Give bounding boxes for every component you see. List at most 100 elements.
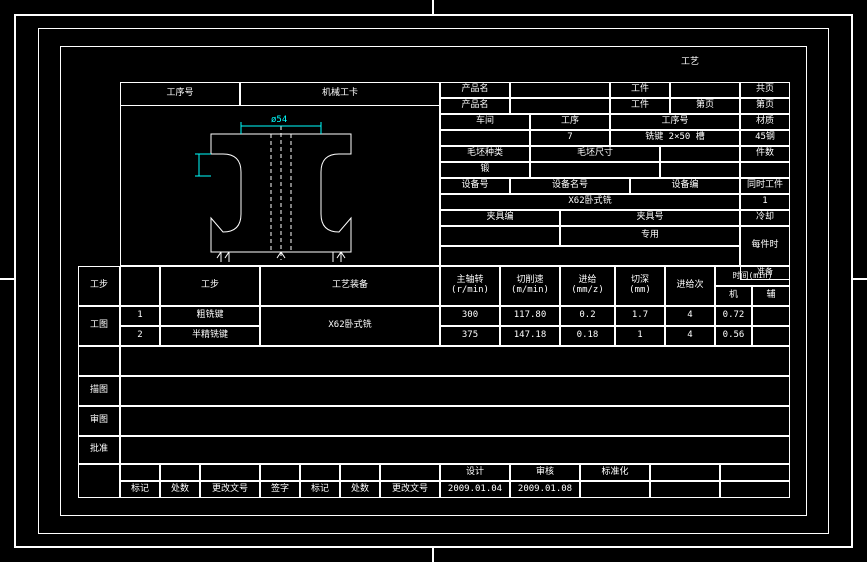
ir10c3: 专用 [560, 226, 740, 246]
mh-c4: 主轴转 (r/min) [440, 266, 500, 306]
r2-v3: 0.18 [560, 326, 615, 346]
header-text: 工艺 [630, 56, 750, 70]
ir5c5: 件数 [740, 146, 790, 162]
tick-bottom [432, 548, 434, 562]
b-date5 [720, 481, 790, 498]
r-blank1b [120, 346, 790, 376]
mh-c5: 切削速 (m/min) [500, 266, 560, 306]
r2-step: 半精铣键 [160, 326, 260, 346]
ir3c5: 材质 [740, 114, 790, 130]
ir3c4: 工序号 [610, 114, 740, 130]
r-blank4 [120, 436, 790, 464]
b-h3a [200, 464, 260, 481]
ir4c5: 45钢 [740, 130, 790, 146]
mh-no [120, 266, 160, 306]
b-date3 [580, 481, 650, 498]
ir8c5: 1 [740, 194, 790, 210]
b-c3: 更改文号 [200, 481, 260, 498]
r2-v6: 0.56 [715, 326, 752, 346]
r-l4: 批准 [78, 436, 120, 464]
r2-v1: 375 [440, 326, 500, 346]
mh-c5b: (m/min) [511, 286, 549, 296]
ir7c1: 设备号 [440, 178, 510, 194]
ir2c2 [510, 98, 610, 114]
ir7c5: 同时工件 [740, 178, 790, 194]
tick-right [853, 278, 867, 280]
mh-c1: 工步 [78, 266, 120, 306]
r1-v3: 0.2 [560, 306, 615, 326]
r1-step: 粗铣键 [160, 306, 260, 326]
b-h4a [260, 464, 300, 481]
b-date4 [650, 481, 720, 498]
b-c1: 标记 [120, 481, 160, 498]
mh-c7b: (mm) [629, 286, 651, 296]
ir2c4: 第页 [670, 98, 740, 114]
ul-col2: 机械工卡 [240, 82, 440, 106]
b-d1: 设计 [440, 464, 510, 481]
ir5c2: 毛坯尺寸 [530, 146, 660, 162]
r1-v4: 1.7 [615, 306, 665, 326]
b-h2a [160, 464, 200, 481]
tick-top [432, 0, 434, 14]
b-d3: 标准化 [580, 464, 650, 481]
drawing-area: ø54 [120, 106, 440, 266]
ir6c2 [530, 162, 660, 178]
dim-text: ø54 [271, 115, 287, 125]
r2-v5: 4 [665, 326, 715, 346]
r1-v2: 117.80 [500, 306, 560, 326]
ir3c2: 工序 [530, 114, 610, 130]
ir7c4: 设备编 [630, 178, 740, 194]
sheet: 工艺 工序号 机械工卡 ø54 [60, 46, 807, 516]
ir9c1: 夹具编 [440, 210, 560, 226]
part-drawing: ø54 [121, 106, 441, 266]
r-blank3 [120, 406, 790, 436]
ir1c1: 产品名 [440, 82, 510, 98]
ir2c3: 工件 [610, 98, 670, 114]
ir9c3: 夹具号 [560, 210, 740, 226]
r1-v7 [752, 306, 790, 326]
r1-v1: 300 [440, 306, 500, 326]
mh-c6b: (mm/z) [571, 286, 604, 296]
r1-v6: 0.72 [715, 306, 752, 326]
mh-c2: 工步 [160, 266, 260, 306]
r1-equip: X62卧式铣 [260, 306, 440, 346]
r2-v2: 147.18 [500, 326, 560, 346]
ir6c4 [660, 162, 740, 178]
b-lblank [78, 464, 120, 498]
ir4c1 [440, 130, 530, 146]
ir4c4: 铣键 2×50 槽 [610, 130, 740, 146]
r-l3: 审图 [78, 406, 120, 436]
r-l1: 工图 [78, 306, 120, 346]
ir5c4 [660, 146, 740, 162]
r1-no: 1 [120, 306, 160, 326]
mh-c4b: (r/min) [451, 286, 489, 296]
r2-v7 [752, 326, 790, 346]
b-c6: 处数 [340, 481, 380, 498]
mh-c9c: 辅 [752, 286, 790, 306]
ir8c2: X62卧式铣 [440, 194, 740, 210]
r2-no: 2 [120, 326, 160, 346]
ir1c5: 共页 [740, 82, 790, 98]
b-c4: 签字 [260, 481, 300, 498]
b-h7a [380, 464, 440, 481]
b-d4 [650, 464, 720, 481]
ir4c2: 7 [530, 130, 610, 146]
b-h6a [340, 464, 380, 481]
r-blank1 [78, 346, 120, 376]
ul-col1: 工序号 [120, 82, 240, 106]
ir1c2 [510, 82, 610, 98]
mh-c7: 切深 (mm) [615, 266, 665, 306]
r1-v5: 4 [665, 306, 715, 326]
ir2c5: 第页 [740, 98, 790, 114]
ir11c5: 每件时 [740, 226, 790, 266]
ir7c2: 设备名号 [510, 178, 630, 194]
ir5c1: 毛坯种类 [440, 146, 530, 162]
b-h5a [300, 464, 340, 481]
mh-c9a: 时间(min) [715, 266, 790, 286]
r2-v4: 1 [615, 326, 665, 346]
mh-c8: 进给次 [665, 266, 715, 306]
tick-left [0, 278, 14, 280]
b-c2: 处数 [160, 481, 200, 498]
mh-c6: 进给 (mm/z) [560, 266, 615, 306]
ir10c1 [440, 226, 560, 246]
